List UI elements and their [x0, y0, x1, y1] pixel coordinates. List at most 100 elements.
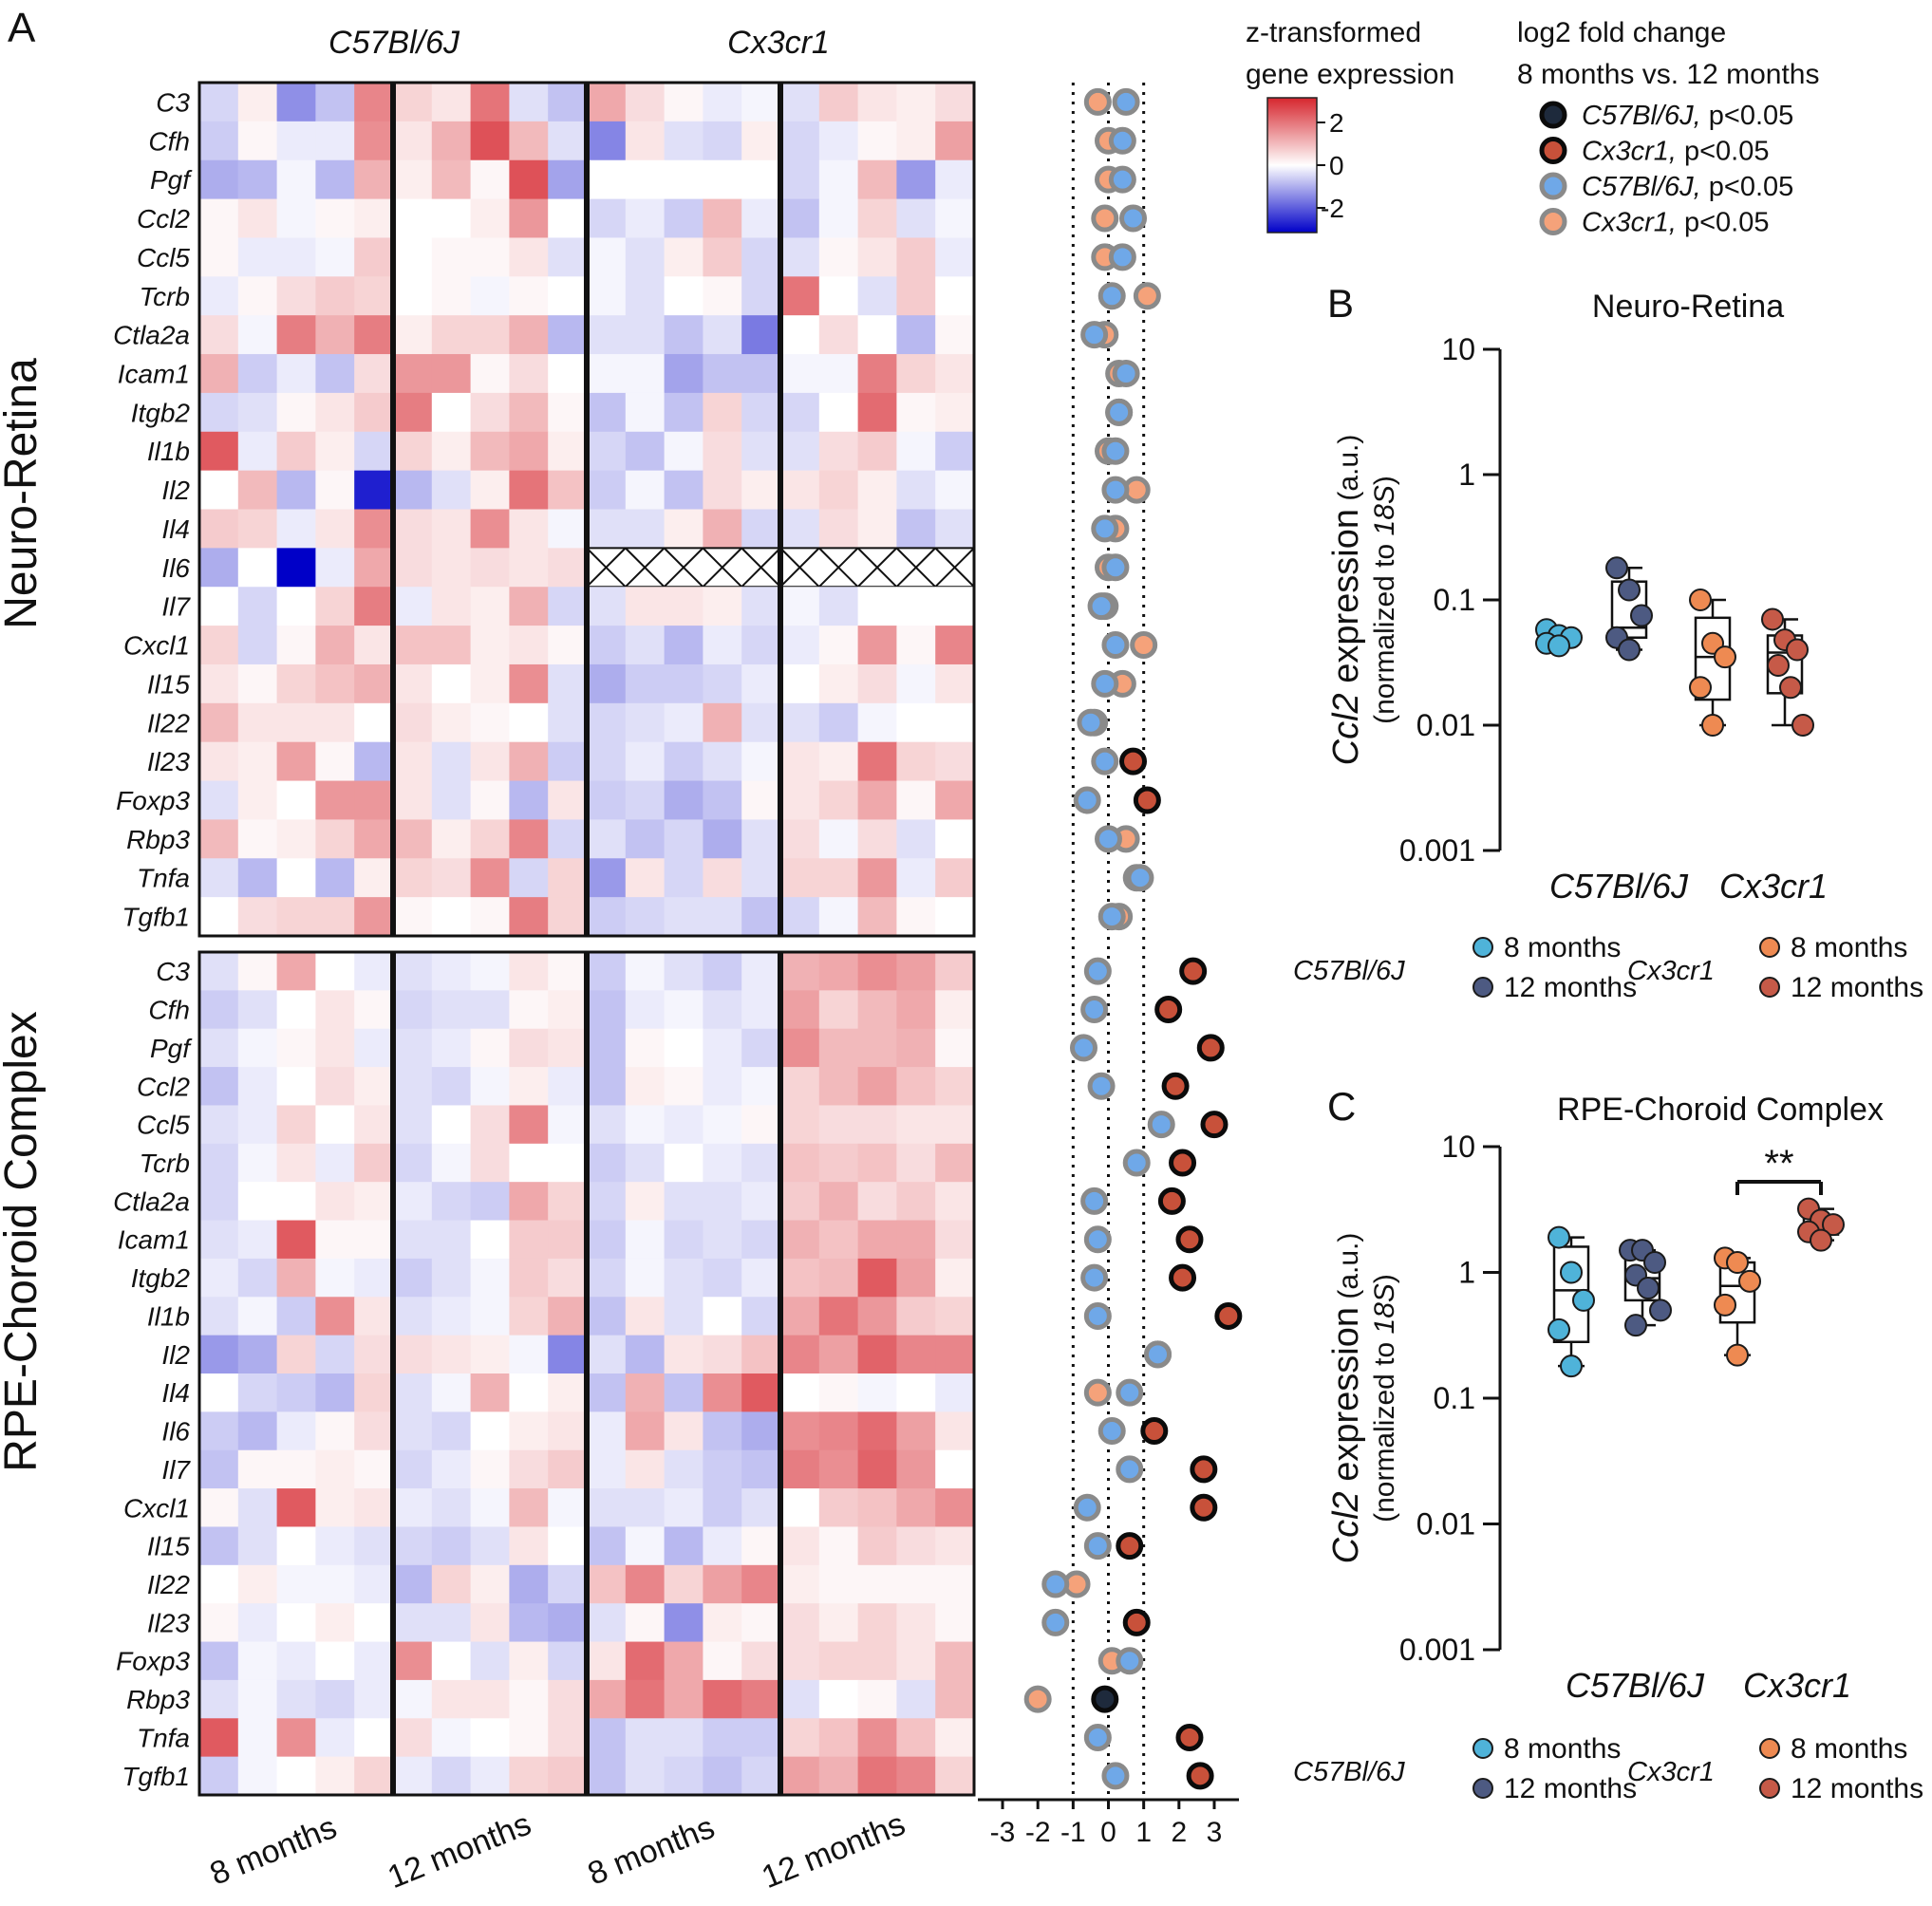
heatmap-cell	[276, 1067, 316, 1107]
heatmap-cell	[509, 548, 549, 588]
heatmap-cell	[857, 819, 897, 859]
box-legend-age: 8 months	[1791, 1733, 1907, 1765]
heatmap-cell	[703, 1679, 742, 1719]
significance-label: **	[1764, 1143, 1793, 1185]
heatmap-cell	[237, 1411, 278, 1451]
heatmap-cell	[741, 990, 781, 1030]
heatmap-cell	[276, 1220, 316, 1260]
heatmap-cell	[315, 392, 355, 433]
heatmap-cell	[431, 1373, 472, 1412]
heatmap-cell	[818, 741, 859, 782]
heatmap-cell	[354, 1143, 394, 1183]
heatmap-cell	[703, 626, 742, 665]
fold-point-c57	[1112, 359, 1140, 387]
heatmap-cell	[276, 1028, 316, 1068]
heatmap-cell	[315, 858, 355, 898]
heatmap-cell	[818, 897, 859, 937]
heatmap-cell	[587, 315, 627, 355]
box-data-point	[1547, 1317, 1570, 1341]
heatmap-cell	[703, 952, 742, 991]
colorbar-tick-low: -2	[1321, 194, 1344, 223]
heatmap-cell	[935, 276, 975, 316]
heatmap-cell	[548, 1488, 588, 1528]
heatmap-cell	[587, 1373, 627, 1412]
heatmap-cell	[587, 1220, 627, 1260]
heatmap-cell	[857, 1297, 897, 1336]
heatmap-cell	[199, 237, 239, 277]
heatmap-cell	[199, 509, 239, 549]
heatmap-neuro-retina: C3 Cfh Pgf Ccl2 Ccl5 Tcrb Ctla2a Icam1 Itgb2 Il1b…	[113, 81, 976, 938]
heatmap-cell	[664, 1641, 703, 1681]
heatmap-cell	[741, 392, 781, 433]
gene-label: Pgf	[150, 1034, 193, 1063]
heatmap-cell	[276, 276, 316, 316]
fold-point-c57	[1097, 1417, 1126, 1446]
heatmap-cell	[703, 431, 742, 472]
heatmap-cell	[199, 663, 239, 704]
heatmap-cell	[857, 1067, 897, 1107]
heatmap-cell	[431, 1641, 472, 1681]
gene-label: Il2	[161, 476, 190, 505]
box-legend-age: 12 months	[1504, 1773, 1637, 1804]
heatmap-cell	[857, 431, 897, 472]
heatmap-cell	[587, 663, 627, 704]
heatmap-cell	[354, 431, 394, 472]
heatmap-cell	[237, 276, 278, 316]
fold-legend-strain: Cx3cr1,	[1582, 208, 1677, 238]
heatmap-cell	[587, 741, 627, 782]
heatmap-cell	[548, 237, 588, 277]
heatmap-cell	[199, 1718, 239, 1758]
fold-point-cx3cr1	[1169, 1149, 1197, 1177]
heatmap-cell	[625, 198, 666, 239]
heatmap-cell	[354, 1220, 394, 1260]
heatmap-cell	[509, 990, 549, 1030]
heatmap-cell	[199, 858, 239, 898]
heatmap-cell	[393, 1756, 433, 1796]
heatmap-cell	[625, 1756, 666, 1796]
heatmap-cell	[896, 1603, 936, 1643]
heatmap-cell	[935, 1679, 975, 1719]
heatmap-cell	[896, 702, 936, 743]
heatmap-cell	[470, 897, 510, 937]
heatmap-cell	[315, 548, 355, 588]
heatmap-cell	[470, 431, 510, 472]
heatmap-cell	[587, 626, 627, 665]
heatmap-cell	[237, 780, 278, 821]
heatmap-cell	[354, 1411, 394, 1451]
heatmap-cell	[935, 470, 975, 511]
heatmap-cell	[625, 1220, 666, 1260]
heatmap-cell	[548, 819, 588, 859]
heatmap-cell	[818, 1297, 859, 1336]
heatmap-cell	[509, 1067, 549, 1107]
gene-label: Ccl2	[137, 204, 190, 234]
heatmap-cell	[625, 858, 666, 898]
heatmap-cell	[237, 626, 278, 665]
heatmap-cell	[857, 1220, 897, 1260]
heatmap-cell	[587, 990, 627, 1030]
heatmap-cell	[625, 587, 666, 626]
heatmap-cell	[393, 315, 433, 355]
fold-point-cx3cr1	[1133, 786, 1161, 814]
fold-point-c57	[1101, 553, 1130, 582]
heatmap-cell	[818, 237, 859, 277]
fold-point-c57	[1108, 243, 1136, 271]
heatmap-cell	[393, 509, 433, 549]
box-data-point	[1689, 676, 1712, 700]
heatmap-cell	[587, 897, 627, 937]
heatmap-cell	[780, 470, 820, 511]
fold-point-c57	[1091, 1685, 1119, 1713]
heatmap-cell	[857, 587, 897, 626]
heatmap-cell	[818, 1067, 859, 1107]
heatmap-cell	[509, 1028, 549, 1068]
fold-change-plot: -3 -2 -1 0 1 2 3	[978, 83, 1243, 1848]
gene-label: Il1b	[147, 1302, 190, 1332]
heatmap-cell	[625, 315, 666, 355]
heatmap-cell	[587, 1335, 627, 1374]
box-data-point	[1618, 638, 1641, 662]
heatmap-cell	[857, 470, 897, 511]
heatmap-cell	[470, 83, 510, 122]
heatmap-cell	[199, 470, 239, 511]
heatmap-cell	[857, 1488, 897, 1528]
box-data-point	[1822, 1213, 1845, 1237]
box-data-point	[1547, 634, 1570, 658]
